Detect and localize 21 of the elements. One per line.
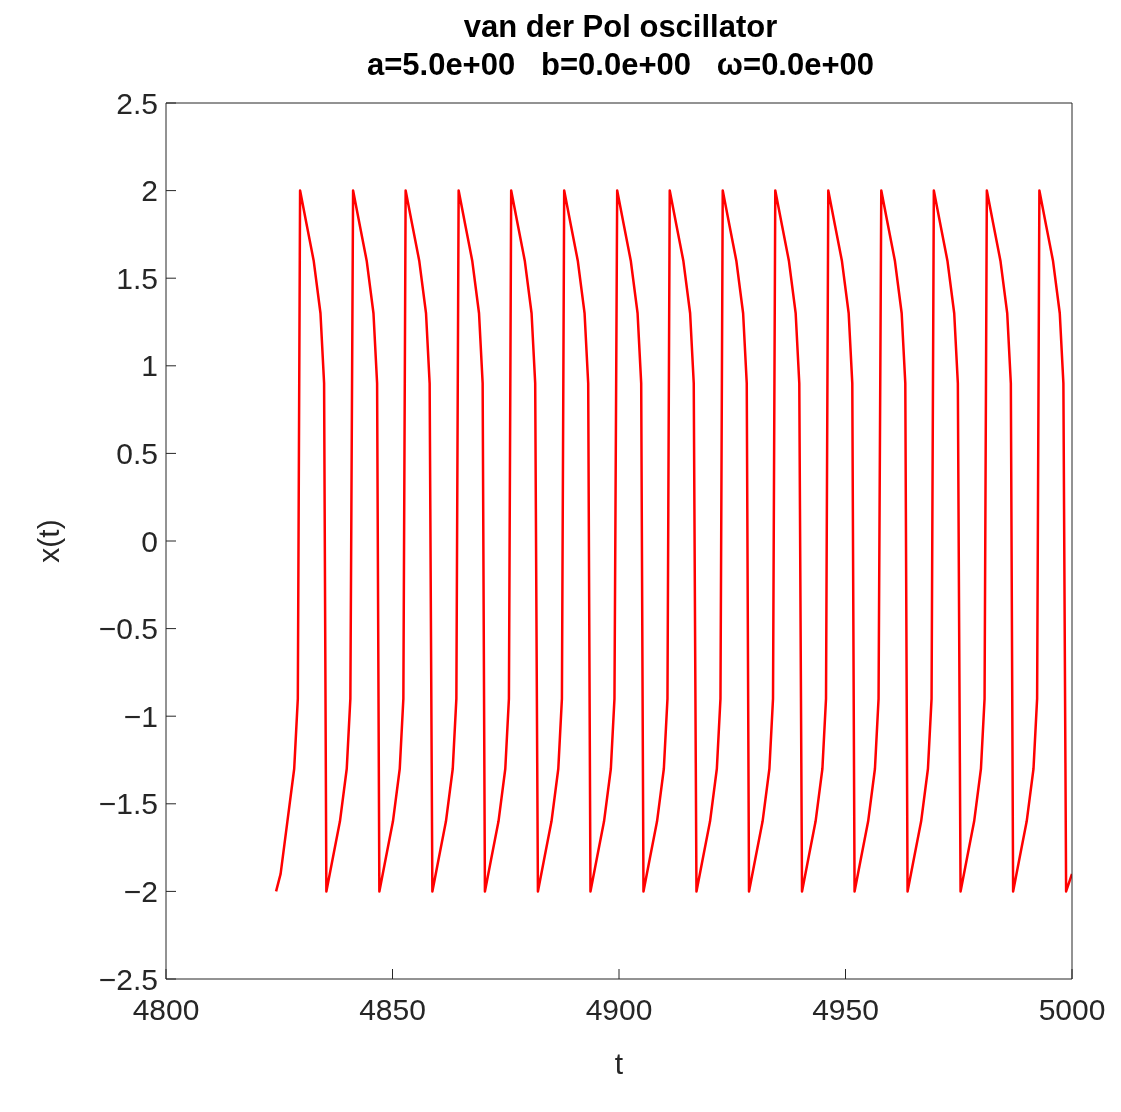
chart-title: van der Pol oscillator: [462, 8, 779, 46]
x-tick-label: 4900: [585, 993, 653, 1027]
y-tick-label: 1: [141, 349, 158, 383]
y-tick-label: 0.5: [116, 437, 158, 471]
y-tick-label: −2.5: [98, 962, 158, 996]
y-tick-label: −2: [123, 875, 158, 909]
x-tick-label: 4850: [359, 993, 426, 1027]
x-axis-title: t: [614, 1047, 624, 1080]
x-tick-label: 4950: [812, 993, 879, 1027]
chart-subtitle: a=5.0e+00 b=0.0e+00 ω=0.0e+00: [365, 46, 876, 84]
y-tick-label: 2.5: [116, 86, 158, 120]
y-tick-label: 1.5: [116, 261, 158, 295]
y-tick-label: 2: [141, 174, 158, 208]
y-tick-label: −1.5: [98, 787, 158, 821]
x-tick-label: 4800: [132, 993, 200, 1027]
y-tick-label: −1: [123, 699, 158, 733]
x-tick-label: 5000: [1038, 993, 1106, 1027]
line-series: [274, 189, 1072, 893]
y-tick-label: 0: [141, 524, 158, 558]
y-tick-label: −0.5: [98, 612, 158, 646]
y-axis-title: x(t): [31, 519, 65, 563]
